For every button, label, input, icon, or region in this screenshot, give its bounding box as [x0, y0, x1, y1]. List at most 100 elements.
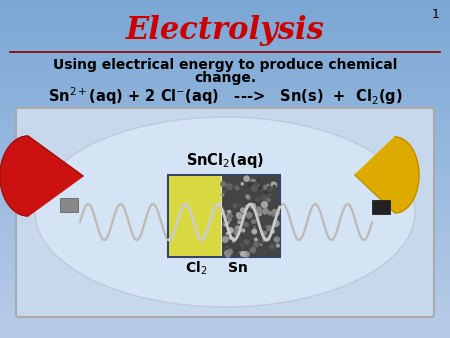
Circle shape — [228, 241, 230, 243]
Bar — [0, 113, 450, 118]
Text: Sn: Sn — [228, 261, 248, 275]
Bar — [0, 96, 450, 101]
Circle shape — [241, 183, 243, 185]
Circle shape — [253, 182, 257, 187]
Circle shape — [226, 184, 232, 190]
Bar — [0, 287, 450, 293]
Circle shape — [261, 195, 267, 200]
Circle shape — [264, 186, 268, 190]
Bar — [0, 332, 450, 338]
Circle shape — [228, 228, 233, 233]
Circle shape — [273, 212, 278, 217]
Circle shape — [253, 209, 255, 210]
Bar — [0, 220, 450, 225]
Bar — [222, 176, 279, 256]
Circle shape — [249, 182, 254, 188]
Circle shape — [229, 240, 232, 243]
Circle shape — [227, 222, 229, 224]
Circle shape — [225, 246, 229, 249]
Circle shape — [264, 226, 268, 231]
Circle shape — [257, 212, 261, 216]
Polygon shape — [355, 137, 419, 213]
Circle shape — [238, 245, 243, 249]
Bar — [372, 200, 390, 214]
Circle shape — [222, 237, 228, 242]
Circle shape — [272, 189, 275, 191]
Circle shape — [224, 224, 226, 226]
Circle shape — [267, 238, 270, 241]
Text: Sn$^{2+}$(aq) + 2 Cl$^{-}$(aq)   --->   Sn(s)  +  Cl$_2$(g): Sn$^{2+}$(aq) + 2 Cl$^{-}$(aq) ---> Sn(s… — [48, 85, 402, 107]
Circle shape — [252, 220, 256, 223]
Circle shape — [263, 232, 266, 235]
Circle shape — [243, 252, 249, 257]
Bar — [0, 107, 450, 113]
Circle shape — [252, 202, 256, 206]
Bar — [0, 203, 450, 209]
Circle shape — [226, 253, 230, 257]
Bar — [0, 327, 450, 332]
Circle shape — [237, 214, 243, 219]
Bar — [0, 315, 450, 321]
Circle shape — [241, 200, 243, 203]
Circle shape — [260, 243, 262, 245]
Circle shape — [273, 221, 279, 226]
Bar — [0, 276, 450, 282]
Circle shape — [223, 221, 227, 225]
Bar — [0, 45, 450, 51]
Circle shape — [251, 186, 257, 191]
Bar — [0, 68, 450, 73]
Circle shape — [259, 187, 261, 189]
Bar — [0, 51, 450, 56]
Circle shape — [251, 179, 256, 185]
Bar — [0, 129, 450, 135]
Circle shape — [267, 238, 270, 240]
Circle shape — [246, 205, 248, 208]
Bar — [0, 118, 450, 124]
Circle shape — [263, 238, 267, 241]
Polygon shape — [0, 136, 83, 216]
Circle shape — [244, 222, 248, 227]
Circle shape — [267, 184, 269, 186]
Bar — [0, 321, 450, 327]
Bar — [0, 124, 450, 129]
Bar — [0, 62, 450, 68]
Bar — [0, 40, 450, 45]
Bar — [0, 11, 450, 17]
Bar — [0, 34, 450, 40]
Bar — [0, 135, 450, 141]
Circle shape — [241, 251, 245, 256]
Circle shape — [263, 236, 269, 242]
Circle shape — [227, 249, 232, 255]
Bar — [0, 248, 450, 254]
Circle shape — [246, 195, 249, 198]
Bar — [0, 158, 450, 163]
Circle shape — [266, 198, 270, 202]
Bar — [0, 84, 450, 90]
Bar — [0, 17, 450, 23]
Bar — [0, 163, 450, 169]
Bar — [0, 101, 450, 107]
Circle shape — [227, 247, 230, 250]
Bar — [0, 282, 450, 287]
Circle shape — [238, 221, 240, 223]
Text: change.: change. — [194, 71, 256, 85]
Bar — [0, 254, 450, 259]
Circle shape — [247, 220, 249, 222]
Circle shape — [222, 210, 225, 212]
Circle shape — [256, 207, 261, 212]
Bar — [0, 304, 450, 310]
Circle shape — [258, 179, 260, 180]
Circle shape — [248, 237, 249, 239]
Circle shape — [264, 227, 267, 230]
Circle shape — [267, 187, 272, 192]
Circle shape — [226, 214, 231, 219]
Circle shape — [256, 218, 260, 222]
Circle shape — [228, 213, 230, 215]
Circle shape — [261, 190, 263, 192]
Bar — [0, 141, 450, 146]
Circle shape — [228, 211, 231, 214]
Bar — [0, 169, 450, 175]
Circle shape — [244, 240, 249, 244]
Bar — [0, 0, 450, 6]
Circle shape — [229, 236, 231, 239]
